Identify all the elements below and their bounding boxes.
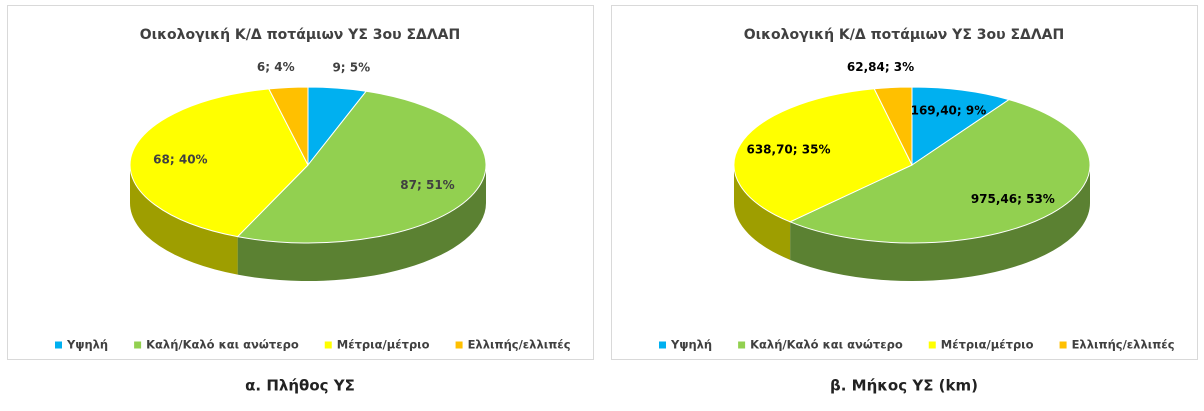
legend-label: Ελλιπής/ελλιπές bbox=[1072, 338, 1175, 352]
chart-title: Οικολογική Κ/Δ ποτάμιων ΥΣ 3ου ΣΔΛΑΠ bbox=[744, 27, 1064, 43]
slice bbox=[911, 86, 1011, 166]
chart-title: Οικολογική Κ/Δ ποτάμιων ΥΣ 3ου ΣΔΛΑΠ bbox=[140, 27, 460, 43]
data-label: 169,40; 9% bbox=[911, 104, 987, 118]
data-label: 68; 40% bbox=[153, 152, 207, 166]
legend-swatch bbox=[455, 341, 463, 349]
legend-swatch bbox=[738, 341, 746, 349]
legend-label: Μέτρια/μέτριο bbox=[941, 338, 1034, 352]
legend-swatch bbox=[659, 341, 666, 349]
slice bbox=[873, 86, 913, 166]
legend-label: Καλή/Καλό και ανώτερο bbox=[750, 338, 903, 352]
legend-swatch bbox=[928, 341, 936, 349]
legend-label: Υψηλή bbox=[670, 338, 712, 352]
slice bbox=[236, 90, 487, 244]
legend-label: Υψηλή bbox=[66, 338, 108, 352]
slice-side bbox=[790, 165, 1090, 281]
legend-label: Μέτρια/μέτριο bbox=[337, 338, 430, 352]
slice-side bbox=[734, 165, 791, 260]
legend-swatch bbox=[55, 341, 62, 349]
legend-label: Ελλιπής/ελλιπές bbox=[468, 338, 571, 352]
data-label: 638,70; 35% bbox=[746, 143, 830, 157]
data-label: 87; 51% bbox=[400, 178, 454, 192]
legend-label: Καλή/Καλό και ανώτερο bbox=[146, 338, 299, 352]
slice bbox=[788, 99, 1091, 244]
legend-swatch bbox=[134, 341, 142, 349]
data-label: 9; 5% bbox=[332, 61, 370, 75]
slice bbox=[268, 86, 309, 166]
data-label: 62,84; 3% bbox=[847, 60, 914, 74]
legend-swatch bbox=[324, 341, 332, 349]
data-label: 6; 4% bbox=[257, 60, 295, 74]
slice-side bbox=[130, 165, 238, 275]
legend-swatch bbox=[1059, 341, 1067, 349]
caption: α. Πλήθος ΥΣ bbox=[245, 377, 355, 395]
caption: β. Μήκος ΥΣ (km) bbox=[830, 377, 978, 395]
slice bbox=[733, 88, 913, 223]
slice-side bbox=[237, 165, 486, 281]
slice bbox=[129, 88, 309, 238]
data-label: 975,46; 53% bbox=[971, 192, 1055, 206]
